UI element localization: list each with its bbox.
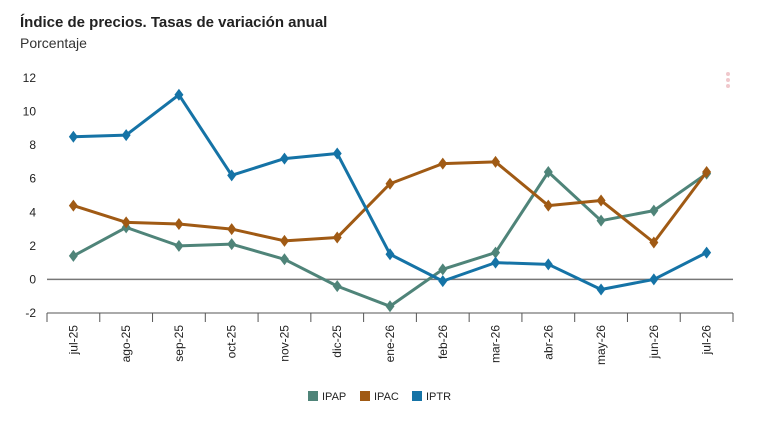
data-point-iptr bbox=[702, 246, 712, 259]
data-point-ipac bbox=[227, 223, 237, 236]
x-tick-label: jul-26 bbox=[700, 325, 714, 356]
x-tick-label: mar-26 bbox=[489, 325, 503, 363]
data-point-ipap bbox=[596, 214, 606, 227]
data-point-ipap bbox=[385, 300, 395, 313]
chart-subtitle: Porcentaje bbox=[20, 35, 87, 51]
data-point-ipap bbox=[174, 239, 184, 252]
data-point-ipac bbox=[543, 199, 553, 212]
data-point-ipap bbox=[279, 253, 289, 266]
data-point-iptr bbox=[174, 88, 184, 101]
data-point-ipac bbox=[68, 199, 78, 212]
data-point-iptr bbox=[543, 258, 553, 271]
data-point-ipac bbox=[702, 166, 712, 178]
legend-swatch-iptr bbox=[412, 391, 422, 401]
data-point-ipac bbox=[279, 234, 289, 247]
data-point-ipap bbox=[68, 249, 78, 262]
data-point-ipac bbox=[438, 157, 448, 170]
x-tick-label: ago-25 bbox=[119, 325, 133, 363]
x-tick-label: feb-26 bbox=[436, 325, 450, 359]
data-point-iptr bbox=[279, 152, 289, 165]
data-point-ipac bbox=[332, 231, 342, 244]
chart-title: Índice de precios. Tasas de variación an… bbox=[20, 14, 328, 31]
data-point-ipap bbox=[332, 280, 342, 293]
data-point-iptr bbox=[121, 129, 131, 142]
x-tick-label: may-26 bbox=[594, 325, 608, 365]
data-point-iptr bbox=[68, 130, 78, 143]
y-tick-label: 10 bbox=[23, 105, 37, 119]
y-tick-label: 12 bbox=[23, 71, 37, 85]
y-tick-label: 0 bbox=[29, 272, 36, 286]
data-point-iptr bbox=[385, 248, 395, 261]
x-tick-label: jul-25 bbox=[66, 325, 80, 356]
data-point-ipac bbox=[174, 218, 184, 231]
x-tick-label: sep-25 bbox=[172, 325, 186, 362]
legend-label-ipac: IPAC bbox=[374, 391, 399, 403]
data-point-iptr bbox=[227, 169, 237, 182]
series-line-ipac bbox=[72, 160, 708, 244]
x-tick-label: jun-26 bbox=[647, 325, 661, 360]
data-point-ipap bbox=[543, 166, 553, 178]
data-point-ipap bbox=[227, 238, 237, 251]
x-tick-label: ene-26 bbox=[383, 325, 397, 363]
legend-label-iptr: IPTR bbox=[426, 391, 451, 403]
data-point-ipac bbox=[491, 155, 501, 168]
data-point-iptr bbox=[438, 275, 448, 288]
legend-swatch-ipap bbox=[308, 391, 318, 401]
y-tick-label: 2 bbox=[29, 239, 36, 253]
data-point-iptr bbox=[332, 147, 342, 160]
data-point-iptr bbox=[649, 273, 659, 286]
x-tick-label: abr-26 bbox=[541, 325, 555, 360]
data-point-ipap bbox=[649, 204, 659, 217]
legend-swatch-ipac bbox=[360, 391, 370, 401]
data-point-ipac bbox=[649, 236, 659, 249]
data-point-iptr bbox=[596, 283, 606, 296]
y-tick-label: -2 bbox=[25, 306, 36, 320]
legend-label-ipap: IPAP bbox=[322, 391, 346, 403]
x-tick-label: nov-25 bbox=[277, 325, 291, 362]
data-point-ipac bbox=[121, 216, 131, 229]
data-point-ipap bbox=[438, 263, 448, 276]
data-point-ipap bbox=[491, 246, 501, 259]
x-tick-label: dic-25 bbox=[330, 325, 344, 358]
data-point-iptr bbox=[491, 256, 501, 269]
chart-menu-icon[interactable] bbox=[724, 72, 732, 90]
y-tick-label: 8 bbox=[29, 138, 36, 152]
data-point-ipac bbox=[596, 194, 606, 207]
x-tick-label: oct-25 bbox=[225, 325, 239, 359]
y-tick-label: 6 bbox=[29, 172, 36, 186]
data-point-ipac bbox=[385, 177, 395, 190]
y-tick-label: 4 bbox=[29, 205, 36, 219]
series-line-iptr bbox=[73, 93, 708, 291]
